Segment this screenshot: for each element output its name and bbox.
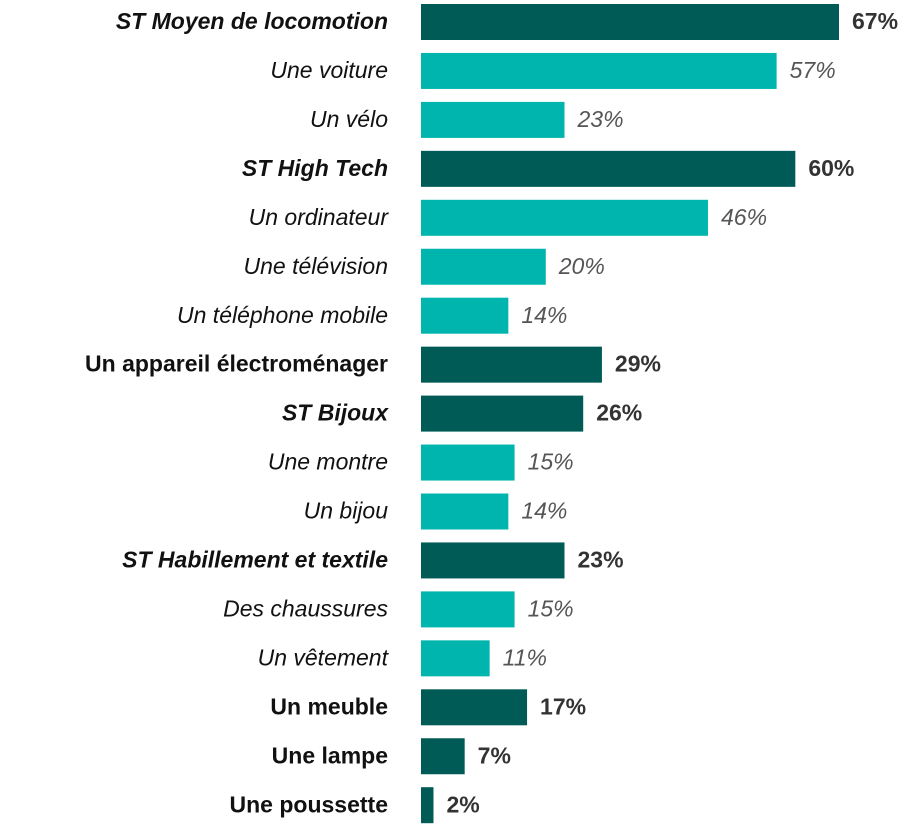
bar bbox=[421, 4, 839, 40]
value-label: 23% bbox=[576, 106, 623, 132]
bar bbox=[421, 346, 602, 383]
category-label: Une poussette bbox=[230, 791, 388, 817]
bar bbox=[421, 199, 708, 236]
bar bbox=[421, 52, 777, 89]
category-label: Une montre bbox=[268, 449, 388, 475]
value-label: 57% bbox=[790, 57, 836, 83]
bar bbox=[421, 738, 465, 775]
category-label: Un bijou bbox=[304, 498, 389, 524]
category-label: ST Moyen de locomotion bbox=[116, 8, 388, 34]
bar bbox=[421, 101, 565, 138]
category-label: ST Bijoux bbox=[282, 400, 389, 426]
bar bbox=[421, 493, 509, 530]
value-label: 26% bbox=[596, 400, 642, 426]
value-label: 2% bbox=[446, 791, 479, 817]
bar bbox=[421, 591, 515, 628]
value-label: 15% bbox=[528, 449, 574, 475]
value-label: 29% bbox=[615, 351, 661, 377]
value-label: 20% bbox=[558, 253, 605, 279]
value-label: 60% bbox=[808, 155, 854, 181]
category-label: Un ordinateur bbox=[249, 204, 390, 230]
category-label: Des chaussures bbox=[223, 595, 388, 621]
value-label: 15% bbox=[528, 595, 574, 621]
value-label: 17% bbox=[540, 693, 586, 719]
bar bbox=[421, 297, 509, 334]
category-label: ST Habillement et textile bbox=[122, 547, 388, 573]
bar bbox=[421, 395, 584, 432]
bar bbox=[421, 787, 434, 824]
bar bbox=[421, 689, 528, 726]
category-label: ST High Tech bbox=[242, 155, 388, 181]
category-label: Un meuble bbox=[270, 693, 388, 719]
bar bbox=[421, 248, 546, 285]
value-label: 46% bbox=[721, 204, 767, 230]
category-label: Un vêtement bbox=[258, 644, 390, 670]
value-label: 14% bbox=[521, 498, 567, 524]
category-label: Une télévision bbox=[244, 253, 388, 279]
bar bbox=[421, 542, 565, 579]
value-label: 11% bbox=[503, 644, 547, 670]
category-label: Un téléphone mobile bbox=[177, 302, 388, 328]
bar bbox=[421, 640, 490, 677]
value-label: 7% bbox=[478, 742, 511, 768]
category-label: Une lampe bbox=[272, 742, 388, 768]
category-label: Une voiture bbox=[270, 57, 388, 83]
category-label: Un vélo bbox=[310, 106, 388, 132]
category-label: Un appareil électroménager bbox=[85, 351, 388, 377]
value-label: 67% bbox=[852, 8, 898, 34]
value-label: 23% bbox=[577, 547, 623, 573]
bar bbox=[421, 150, 796, 187]
bar bbox=[421, 444, 515, 481]
value-label: 14% bbox=[521, 302, 567, 328]
